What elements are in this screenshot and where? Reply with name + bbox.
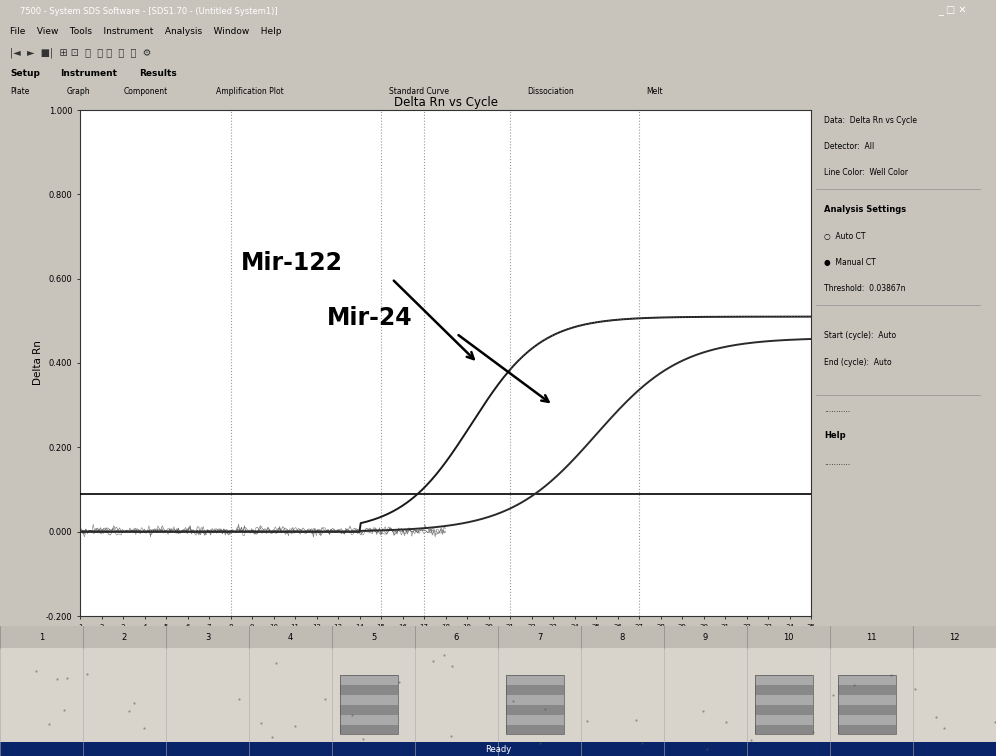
Bar <box>506 675 565 685</box>
Bar <box>755 675 814 685</box>
Bar <box>839 685 896 695</box>
Text: Mir-24: Mir-24 <box>328 306 413 330</box>
Text: 6: 6 <box>454 633 459 642</box>
Text: 7500 - System SDS Software - [SDS1.70 - (Untitled System1)]: 7500 - System SDS Software - [SDS1.70 - … <box>20 7 278 16</box>
Bar <box>755 724 814 734</box>
X-axis label: Cycle Number: Cycle Number <box>408 633 482 643</box>
Bar <box>755 695 814 705</box>
Bar <box>839 714 896 724</box>
Text: Instrument: Instrument <box>60 69 117 78</box>
Text: 5: 5 <box>371 633 376 642</box>
Text: 1: 1 <box>39 633 44 642</box>
Text: Ready: Ready <box>485 745 511 754</box>
Text: Results: Results <box>139 69 177 78</box>
Text: 8: 8 <box>620 633 625 642</box>
Text: Dissociation: Dissociation <box>527 86 574 95</box>
Text: End (cycle):  Auto: End (cycle): Auto <box>825 358 891 367</box>
Text: Melt: Melt <box>646 86 663 95</box>
Bar <box>755 714 814 724</box>
Bar <box>341 685 398 695</box>
Bar <box>839 695 896 705</box>
Bar <box>755 675 814 734</box>
Text: 9: 9 <box>703 633 708 642</box>
Bar <box>506 714 565 724</box>
Y-axis label: Delta Rn: Delta Rn <box>33 340 43 386</box>
Text: ...........: ........... <box>825 405 851 414</box>
Text: Graph: Graph <box>67 86 91 95</box>
Text: Line Color:  Well Color: Line Color: Well Color <box>825 169 908 178</box>
Text: File    View    Tools    Instrument    Analysis    Window    Help: File View Tools Instrument Analysis Wind… <box>10 27 282 36</box>
Text: ●  Manual CT: ● Manual CT <box>825 258 876 267</box>
Text: 11: 11 <box>867 633 876 642</box>
Bar <box>839 675 896 734</box>
Text: Setup: Setup <box>10 69 40 78</box>
Bar <box>839 705 896 714</box>
Text: |◄  ►  ■|  ⊞ ⊡  📋  🔍 🔎  🖨  📊  ⚙: |◄ ► ■| ⊞ ⊡ 📋 🔍 🔎 🖨 📊 ⚙ <box>10 48 151 58</box>
Text: Help: Help <box>825 432 846 441</box>
Bar <box>341 675 398 685</box>
Bar <box>341 705 398 714</box>
Text: 7: 7 <box>537 633 542 642</box>
Title: Delta Rn vs Cycle: Delta Rn vs Cycle <box>393 96 498 109</box>
Bar <box>506 724 565 734</box>
Bar <box>0 626 996 648</box>
Bar <box>506 685 565 695</box>
Bar <box>839 724 896 734</box>
Bar <box>506 675 565 734</box>
Text: Standard Curve: Standard Curve <box>389 86 449 95</box>
Bar <box>755 685 814 695</box>
Text: _ □ ✕: _ □ ✕ <box>937 6 966 16</box>
Text: Component: Component <box>124 86 167 95</box>
Text: 10: 10 <box>783 633 794 642</box>
Text: Threshold:  0.03867n: Threshold: 0.03867n <box>825 284 905 293</box>
Text: ○  Auto CT: ○ Auto CT <box>825 231 866 240</box>
Text: Start (cycle):  Auto: Start (cycle): Auto <box>825 331 896 340</box>
Text: 2: 2 <box>122 633 127 642</box>
Text: 3: 3 <box>205 633 210 642</box>
Bar <box>341 695 398 705</box>
Text: Data:  Delta Rn vs Cycle: Data: Delta Rn vs Cycle <box>825 116 917 125</box>
Text: Detector:  All: Detector: All <box>825 142 874 151</box>
Bar <box>0 742 996 756</box>
Bar <box>755 705 814 714</box>
Bar <box>341 724 398 734</box>
Bar <box>0 648 996 756</box>
Bar <box>839 675 896 685</box>
Text: Plate: Plate <box>10 86 29 95</box>
Bar <box>341 714 398 724</box>
Text: 12: 12 <box>949 633 960 642</box>
Bar <box>506 705 565 714</box>
Text: Analysis Settings: Analysis Settings <box>825 205 906 214</box>
Text: ...........: ........... <box>825 457 851 466</box>
Text: Mir-122: Mir-122 <box>241 251 344 275</box>
Text: 4: 4 <box>288 633 293 642</box>
Bar <box>341 675 398 734</box>
Bar <box>506 695 565 705</box>
Text: Amplification Plot: Amplification Plot <box>216 86 284 95</box>
